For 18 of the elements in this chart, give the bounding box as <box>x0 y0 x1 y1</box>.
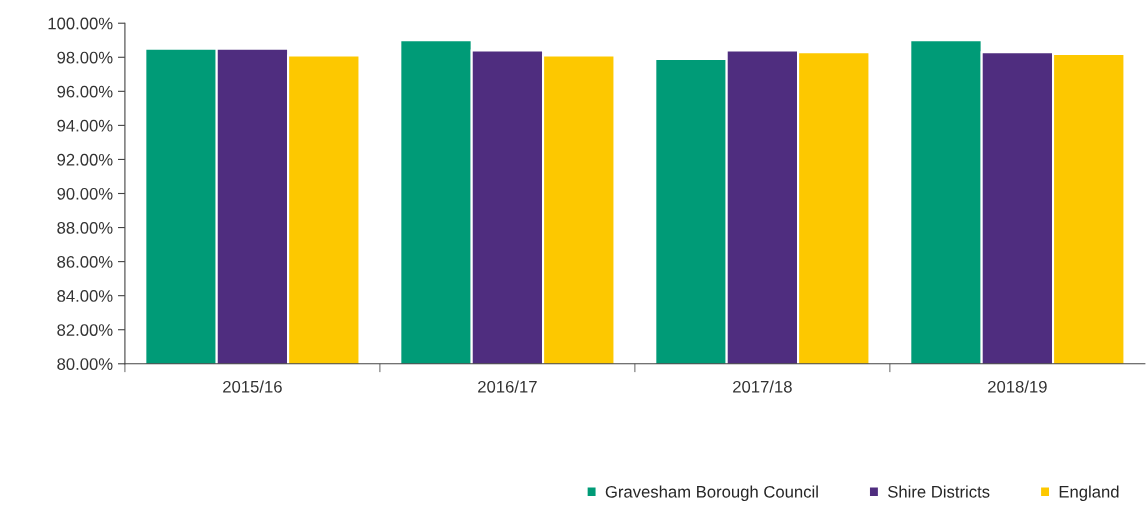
y-tick-label: 96.00% <box>57 85 113 98</box>
x-tick-label: 2018/19 <box>988 380 1047 393</box>
x-tick-label: 2015/16 <box>223 380 282 393</box>
y-tick-label: 88.00% <box>57 221 113 234</box>
legend-label: Shire Districts <box>888 485 990 498</box>
legend-label: England <box>1059 485 1119 501</box>
legend-label: Gravesham Borough Council <box>605 485 818 501</box>
x-tick-label: 2016/17 <box>478 380 537 393</box>
y-tick-label: 84.00% <box>57 290 113 302</box>
x-tick-label: 2017/18 <box>733 380 792 393</box>
y-tick-label: 100.00% <box>48 17 113 30</box>
y-tick-label: 82.00% <box>57 324 113 336</box>
y-tick-label: 90.00% <box>57 187 113 200</box>
y-tick-label: 94.00% <box>57 119 113 132</box>
y-tick-label: 80.00% <box>57 358 113 370</box>
y-tick-label: 98.00% <box>57 51 113 64</box>
y-tick-label: 86.00% <box>57 256 113 268</box>
y-tick-label: 92.00% <box>57 153 113 166</box>
